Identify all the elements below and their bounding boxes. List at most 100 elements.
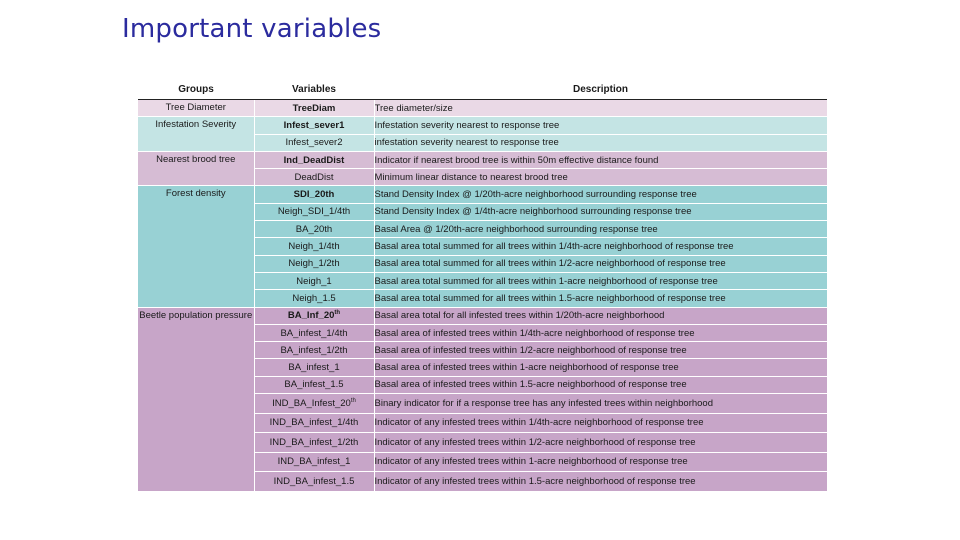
variable-cell: Ind_DeadDist bbox=[253, 151, 374, 170]
table-body: Tree Diameter TreeDiam Tree diameter/size I… bbox=[138, 99, 827, 492]
table-row: Forest density SDI_20th Stand Density Inde… bbox=[138, 185, 827, 308]
variable-name: IND_BA_infest_1 bbox=[277, 456, 351, 468]
variable-cell: Neigh_1/4th bbox=[253, 237, 374, 256]
variable-cell: BA_infest_1 bbox=[253, 358, 374, 377]
description-cell: Basal area total for all infested trees … bbox=[373, 307, 827, 325]
variable-name: IND_BA_Infest_20 bbox=[272, 397, 351, 409]
slide-title: Important variables bbox=[122, 14, 382, 44]
description-cell: infestation severity nearest to response… bbox=[373, 134, 827, 152]
variable-name: IND_BA_infest_1.5 bbox=[273, 475, 355, 487]
variable-name: Infest_sever1 bbox=[283, 119, 345, 131]
variable-name: BA_infest_1 bbox=[288, 362, 340, 374]
description-cell: Basal area total summed for all trees wi… bbox=[373, 272, 827, 291]
description-cell: Basal area of infested trees within 1/2-… bbox=[373, 341, 827, 360]
header-description: Description bbox=[374, 80, 827, 100]
description-cell: Indicator of any infested trees within 1… bbox=[373, 452, 827, 473]
description-cell: Binary indicator for if a response tree … bbox=[373, 393, 827, 414]
variable-cell: Infest_sever1 bbox=[253, 116, 374, 135]
variables-table: Groups Variables Description Tree Diamet… bbox=[138, 80, 827, 492]
variable-name: IND_BA_infest_1/4th bbox=[269, 417, 359, 429]
variable-cell: BA_infest_1.5 bbox=[253, 376, 374, 395]
table-row: Neigh_1 Basal area total summed for all t… bbox=[138, 272, 827, 291]
description-cell: Stand Density Index @ 1/20th-acre neighb… bbox=[373, 185, 827, 204]
variable-name: Neigh_SDI_1/4th bbox=[277, 206, 351, 218]
description-cell: Basal area of infested trees within 1.5-… bbox=[373, 376, 827, 395]
variable-cell: IND_BA_infest_1/2th bbox=[253, 432, 374, 453]
variable-name: BA_20th bbox=[295, 223, 333, 235]
table-row: BA_infest_1 Basal area of infested trees … bbox=[138, 358, 827, 377]
variable-name: TreeDiam bbox=[292, 102, 336, 114]
variable-name: Ind_DeadDist bbox=[283, 154, 345, 166]
description-cell: Basal area total summed for all trees wi… bbox=[373, 289, 827, 308]
variable-name: Neigh_1/2th bbox=[288, 258, 340, 270]
group-cell: Infestation Severity bbox=[138, 116, 254, 152]
table-row: BA_infest_1/4th Basal area of infested tr… bbox=[138, 324, 827, 343]
variable-cell: IND_BA_infest_1/4th bbox=[253, 413, 374, 434]
variable-cell: Neigh_SDI_1/4th bbox=[253, 203, 374, 222]
table-row: Tree Diameter TreeDiam Tree diameter/size bbox=[138, 99, 827, 118]
description-cell: Indicator of any infested trees within 1… bbox=[373, 471, 827, 492]
variable-name: BA_infest_1/4th bbox=[280, 327, 348, 339]
table-row: IND_BA_infest_1/4th Indicator of any infe… bbox=[138, 413, 827, 434]
variable-name: Neigh_1.5 bbox=[292, 292, 336, 304]
description-cell: Stand Density Index @ 1/4th-acre neighbo… bbox=[373, 203, 827, 222]
variable-cell: BA_infest_1/2th bbox=[253, 341, 374, 360]
variable-name: BA_Inf_20 bbox=[287, 310, 335, 322]
variable-cell: BA_20th bbox=[253, 220, 374, 239]
variable-name: Infest_sever2 bbox=[285, 137, 343, 149]
description-cell: Basal area total summed for all trees wi… bbox=[373, 255, 827, 273]
variable-name: BA_infest_1/2th bbox=[280, 344, 348, 356]
table-row: IND_BA_infest_1/2th Indicator of any infe… bbox=[138, 432, 827, 453]
table-row: Infest_sever2 infestation severity neares… bbox=[138, 134, 827, 152]
table-row: BA_20th Basal Area @ 1/20th-acre neighbor… bbox=[138, 220, 827, 239]
description-cell: Indicator of any infested trees within 1… bbox=[373, 413, 827, 434]
variable-cell: Neigh_1 bbox=[253, 272, 374, 291]
table-row: Neigh_1/4th Basal area total summed for a… bbox=[138, 237, 827, 256]
variable-name: Neigh_1 bbox=[296, 275, 332, 287]
description-cell: Basal area total summed for all trees wi… bbox=[373, 237, 827, 256]
description-cell: Infestation severity nearest to response… bbox=[373, 116, 827, 135]
table-row: Neigh_1/2th Basal area total summed for a… bbox=[138, 255, 827, 273]
table-row: IND_BA_infest_1 Indicator of any infested… bbox=[138, 452, 827, 473]
variable-cell: TreeDiam bbox=[253, 99, 374, 118]
variable-cell: BA_infest_1/4th bbox=[253, 324, 374, 343]
description-cell: Basal Area @ 1/20th-acre neighborhood su… bbox=[373, 220, 827, 239]
table-row: IND_BA_Infest_20th Binary indicator for i… bbox=[138, 393, 827, 414]
table-row: IND_BA_infest_1.5 Indicator of any infest… bbox=[138, 471, 827, 492]
description-cell: Indicator if nearest brood tree is withi… bbox=[373, 151, 827, 170]
group-cell: Forest density bbox=[138, 185, 254, 308]
table-header-row: Groups Variables Description bbox=[138, 80, 827, 100]
table-row: Neigh_1.5 Basal area total summed for all… bbox=[138, 289, 827, 308]
variable-superscript: th bbox=[334, 310, 341, 317]
group-cell: Beetle population pressure bbox=[138, 307, 254, 492]
variable-cell: IND_BA_infest_1 bbox=[253, 452, 374, 473]
table-row: Nearest brood tree Ind_DeadDist Indicator … bbox=[138, 151, 827, 187]
variable-cell: Neigh_1/2th bbox=[253, 255, 374, 273]
table-row: BA_infest_1.5 Basal area of infested tree… bbox=[138, 376, 827, 395]
table-row: Neigh_SDI_1/4th Stand Density Index @ 1/4… bbox=[138, 203, 827, 222]
variable-cell: BA_Inf_20th bbox=[253, 307, 374, 325]
table-row: DeadDist Minimum linear distance to neare… bbox=[138, 168, 827, 187]
variable-cell: IND_BA_Infest_20th bbox=[253, 393, 374, 414]
variable-name: BA_infest_1.5 bbox=[284, 379, 344, 391]
description-cell: Minimum linear distance to nearest brood… bbox=[373, 168, 827, 187]
variable-name: DeadDist bbox=[294, 171, 334, 183]
variable-name: SDI_20th bbox=[293, 189, 335, 201]
variable-cell: IND_BA_infest_1.5 bbox=[253, 471, 374, 492]
variable-cell: SDI_20th bbox=[253, 185, 374, 204]
variable-name: Neigh_1/4th bbox=[288, 241, 340, 253]
variable-cell: Neigh_1.5 bbox=[253, 289, 374, 308]
variable-name: IND_BA_infest_1/2th bbox=[269, 436, 359, 448]
table-row: Infestation Severity Infest_sever1 Infesta… bbox=[138, 116, 827, 152]
table-row: BA_infest_1/2th Basal area of infested tr… bbox=[138, 341, 827, 360]
description-cell: Basal area of infested trees within 1-ac… bbox=[373, 358, 827, 377]
group-cell: Nearest brood tree bbox=[138, 151, 254, 187]
description-cell: Indicator of any infested trees within 1… bbox=[373, 432, 827, 453]
table-row: Beetle population pressure BA_Inf_20th Bas… bbox=[138, 307, 827, 492]
variable-cell: Infest_sever2 bbox=[253, 134, 374, 152]
group-cell: Tree Diameter bbox=[138, 99, 254, 118]
description-cell: Basal area of infested trees within 1/4t… bbox=[373, 324, 827, 343]
variable-cell: DeadDist bbox=[253, 168, 374, 187]
header-groups: Groups bbox=[138, 80, 254, 100]
variable-superscript: th bbox=[350, 397, 356, 404]
